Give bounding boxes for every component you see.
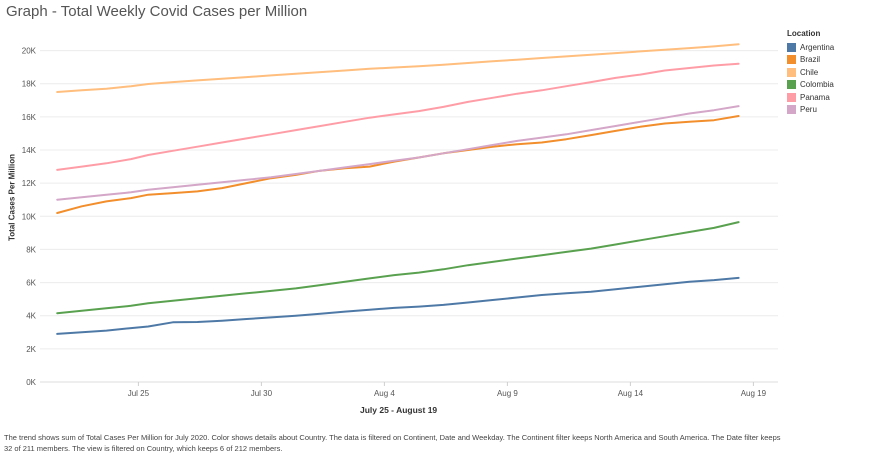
x-tick-label: Jul 30 [251,389,273,398]
legend-swatch [787,67,796,77]
legend-swatch [787,105,796,115]
legend-item-brazil[interactable]: Brazil [787,54,834,67]
legend-item-colombia[interactable]: Colombia [787,79,834,92]
legend-title: Location [787,29,821,38]
x-tick-label: Aug 19 [741,389,767,398]
series-line-brazil [56,115,740,214]
legend-item-argentina[interactable]: Argentina [787,41,834,54]
x-axis-title: July 25 - August 19 [360,405,438,415]
x-tick-label: Aug 9 [497,389,518,398]
series-line-argentina [56,276,740,335]
y-axis-title: Total Cases Per Million [7,154,17,241]
legend-label: Argentina [800,42,835,52]
legend-swatch [787,80,796,90]
series-line-panama [56,62,740,171]
y-tick-label: 16K [22,113,37,122]
legend-label: Panama [800,92,830,102]
chart-title: Graph - Total Weekly Covid Cases per Mil… [6,3,308,20]
legend-label: Peru [800,105,817,115]
y-tick-label: 8K [26,245,36,254]
legend-item-chile[interactable]: Chile [787,66,834,79]
legend-swatch [787,92,796,102]
y-tick-label: 4K [26,312,36,321]
y-tick-label: 14K [22,146,37,155]
x-tick-label: Aug 14 [618,389,644,398]
x-tick-label: Jul 25 [128,389,150,398]
legend-label: Colombia [800,80,834,90]
series-line-chile [56,43,740,93]
legend-swatch [787,55,796,65]
legend-item-peru[interactable]: Peru [787,104,834,117]
series-line-peru [56,105,740,201]
legend-item-panama[interactable]: Panama [787,91,834,104]
series-line-colombia [56,221,740,315]
legend: Location Argentina Brazil Chile Colombia Pan… [787,29,834,116]
y-tick-label: 6K [26,279,36,288]
legend-swatch [787,42,796,52]
legend-label: Chile [800,67,819,77]
y-tick-label: 12K [22,179,37,188]
y-tick-label: 18K [22,80,37,89]
y-tick-label: 20K [22,47,37,56]
chart-caption: The trend shows sum of Total Cases Per M… [4,433,781,453]
legend-label: Brazil [800,55,821,65]
y-tick-label: 0K [26,378,36,387]
x-tick-label: Aug 4 [374,389,395,398]
y-tick-label: 2K [26,345,36,354]
y-tick-label: 10K [22,212,37,221]
